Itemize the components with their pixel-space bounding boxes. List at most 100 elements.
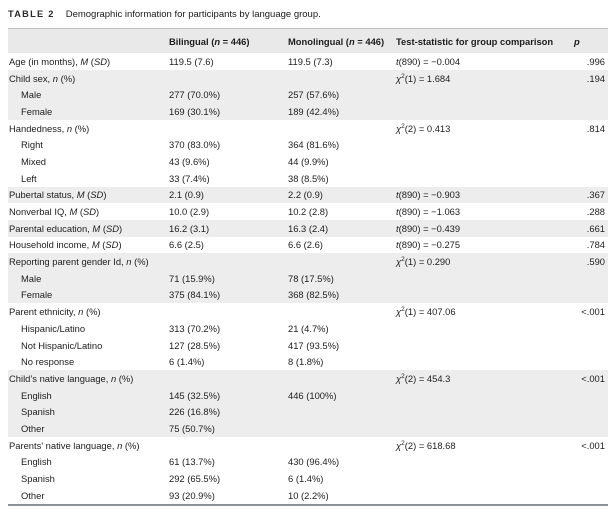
- table-row: English 61 (13.7%) 430 (96.4%): [8, 454, 608, 471]
- monolingual-value: 8 (1.8%): [288, 356, 324, 368]
- row-label: English: [21, 456, 52, 468]
- table-row: Spanish 226 (16.8%): [8, 403, 608, 421]
- bilingual-value: 33 (7.4%): [169, 172, 210, 184]
- monolingual-value: 2.2 (0.9): [288, 189, 323, 201]
- row-label: Male: [21, 272, 42, 284]
- row-label: Mixed: [21, 155, 47, 167]
- test-statistic-value: t(890) = −0.004: [396, 55, 461, 67]
- test-statistic-value: χ2(1) = 1.684: [396, 72, 451, 84]
- table-row: Household income, M (SD) 6.6 (2.5) 6.6 (2.…: [8, 237, 608, 254]
- row-label: Hispanic/Latino: [21, 322, 86, 334]
- table-row: Child’s native language, n (%) χ2(2) = 45…: [8, 370, 608, 387]
- test-statistic-value: t(890) = −0.275: [396, 239, 461, 251]
- monolingual-value: 189 (42.4%): [288, 105, 340, 117]
- table-row: Parent ethnicity, n (%) χ2(1) = 407.06 <.0…: [8, 303, 608, 320]
- bilingual-value: 16.2 (3.1): [169, 222, 210, 234]
- row-label: English: [21, 389, 52, 401]
- table-row: Male 277 (70.0%) 257 (57.6%): [8, 86, 608, 104]
- bilingual-value: 2.1 (0.9): [169, 189, 204, 201]
- test-statistic-value: χ2(2) = 0.413: [396, 122, 451, 134]
- row-label: Spanish: [21, 406, 55, 418]
- table-description: Demographic information for participants…: [65, 9, 321, 20]
- p-value: .367: [586, 189, 605, 201]
- bilingual-value: 169 (30.1%): [169, 105, 221, 117]
- column-header-monolingual: Monolingual (n = 446): [288, 35, 385, 47]
- table-row: Female 169 (30.1%) 189 (42.4%): [8, 103, 608, 120]
- table-row: Left 33 (7.4%) 38 (8.5%): [8, 170, 608, 187]
- bilingual-value: 127 (28.5%): [169, 339, 221, 351]
- table-row: Handedness, n (%) χ2(2) = 0.413 .814: [8, 120, 608, 137]
- table-row: Parental education, M (SD) 16.2 (3.1) 16.3…: [8, 219, 608, 237]
- test-statistic-value: χ2(1) = 0.290: [396, 255, 451, 268]
- bilingual-value: 313 (70.2%): [169, 322, 221, 334]
- row-label: Nonverbal IQ, M (SD): [9, 206, 100, 218]
- monolingual-value: 10.2 (2.8): [288, 206, 329, 218]
- table-row: Nonverbal IQ, M (SD) 10.0 (2.9) 10.2 (2.8)…: [8, 203, 608, 220]
- table-caption: TABLE 2 Demographic information for part…: [8, 9, 608, 20]
- test-statistic-value: t(890) = −0.903: [396, 189, 461, 201]
- table-row: Parents’ native language, n (%) χ2(2) = 6…: [8, 437, 608, 454]
- monolingual-value: 6 (1.4%): [288, 473, 324, 485]
- monolingual-value: 16.3 (2.4): [288, 222, 329, 234]
- row-label: Other: [21, 489, 45, 501]
- bilingual-value: 375 (84.1%): [169, 289, 221, 301]
- demographics-table: Bilingual (n = 446) Monolingual (n = 446…: [8, 28, 608, 506]
- row-label: Other: [21, 422, 45, 434]
- p-value: <.001: [581, 439, 605, 451]
- monolingual-value: 21 (4.7%): [288, 322, 329, 334]
- table-row: Other 93 (20.9%) 10 (2.2%): [8, 487, 608, 504]
- table-number-label: TABLE 2: [8, 9, 55, 19]
- p-value: .590: [586, 256, 605, 268]
- table-row: Other 75 (50.7%): [8, 420, 608, 437]
- monolingual-value: 78 (17.5%): [288, 272, 334, 284]
- row-label: Left: [21, 172, 37, 184]
- row-label: Child’s native language, n (%): [9, 372, 134, 384]
- row-label: Parents’ native language, n (%): [9, 439, 140, 451]
- monolingual-value: 430 (96.4%): [288, 456, 340, 468]
- column-header-test-statistic: Test-statistic for group comparison: [396, 35, 554, 47]
- monolingual-value: 446 (100%): [288, 389, 337, 401]
- table-row: Hispanic/Latino 313 (70.2%) 21 (4.7%): [8, 320, 608, 337]
- monolingual-value: 44 (9.9%): [288, 155, 329, 167]
- table-row: Pubertal status, M (SD) 2.1 (0.9) 2.2 (0.9…: [8, 186, 608, 204]
- row-label: Parental education, M (SD): [9, 222, 123, 234]
- p-value: <.001: [581, 306, 605, 318]
- row-label: Female: [21, 289, 53, 301]
- bilingual-value: 292 (65.5%): [169, 473, 221, 485]
- bilingual-value: 6.6 (2.5): [169, 239, 204, 251]
- bilingual-value: 226 (16.8%): [169, 406, 221, 418]
- row-label: Parent ethnicity, n (%): [9, 306, 101, 318]
- table-row: Reporting parent gender Id, n (%) χ2(1) =…: [8, 253, 608, 270]
- table-body: Age (in months), M (SD) 119.5 (7.6) 119.5 …: [8, 53, 608, 504]
- p-value: <.001: [581, 372, 605, 384]
- bilingual-value: 10.0 (2.9): [169, 206, 210, 218]
- p-value: .661: [586, 222, 605, 234]
- bilingual-value: 370 (83.0%): [169, 139, 221, 151]
- table-row: Right 370 (83.0%) 364 (81.6%): [8, 136, 608, 153]
- table-row: Age (in months), M (SD) 119.5 (7.6) 119.5 …: [8, 53, 608, 70]
- row-label: Right: [21, 139, 43, 151]
- table-row: Spanish 292 (65.5%) 6 (1.4%): [8, 470, 608, 487]
- monolingual-value: 6.6 (2.6): [288, 239, 323, 251]
- monolingual-value: 364 (81.6%): [288, 139, 340, 151]
- row-label: Not Hispanic/Latino: [21, 339, 103, 351]
- p-value: .814: [586, 122, 605, 134]
- bilingual-value: 119.5 (7.6): [169, 55, 214, 67]
- bilingual-value: 43 (9.6%): [169, 155, 210, 167]
- row-label: Pubertal status, M (SD): [9, 189, 107, 201]
- p-value: .784: [586, 239, 605, 251]
- table-row: No response 6 (1.4%) 8 (1.8%): [8, 353, 608, 370]
- monolingual-value: 368 (82.5%): [288, 289, 340, 301]
- monolingual-value: 417 (93.5%): [288, 339, 340, 351]
- table-row: Not Hispanic/Latino 127 (28.5%) 417 (93.5%…: [8, 337, 608, 354]
- row-label: Male: [21, 89, 42, 101]
- table-row: Female 375 (84.1%) 368 (82.5%): [8, 286, 608, 304]
- monolingual-value: 257 (57.6%): [288, 89, 340, 101]
- column-header-bilingual: Bilingual (n = 446): [169, 35, 250, 47]
- test-statistic-value: χ2(2) = 454.3: [396, 372, 451, 384]
- p-value: .288: [586, 206, 605, 218]
- row-label: Female: [21, 105, 53, 117]
- table-row: Male 71 (15.9%) 78 (17.5%): [8, 269, 608, 287]
- test-statistic-value: χ2(1) = 407.06: [396, 306, 456, 318]
- bilingual-value: 75 (50.7%): [169, 422, 215, 434]
